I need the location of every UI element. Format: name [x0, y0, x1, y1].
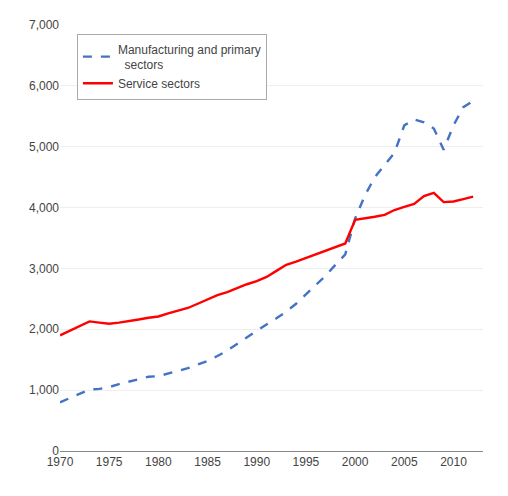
svg-text:1,000: 1,000	[29, 383, 59, 397]
svg-text:3,000: 3,000	[29, 262, 59, 276]
svg-text:1995: 1995	[293, 455, 320, 469]
svg-text:Service sectors: Service sectors	[118, 77, 200, 91]
svg-text:6,000: 6,000	[29, 79, 59, 93]
svg-text:5,000: 5,000	[29, 140, 59, 154]
svg-text:Manufacturing and primary sec: Manufacturing and primary sectors	[118, 43, 261, 73]
svg-text:2000: 2000	[342, 455, 369, 469]
svg-text:2,000: 2,000	[29, 322, 59, 336]
svg-text:4,000: 4,000	[29, 201, 59, 215]
svg-text:1970: 1970	[47, 455, 74, 469]
svg-text:2005: 2005	[391, 455, 418, 469]
svg-text:2010: 2010	[440, 455, 467, 469]
svg-text:1985: 1985	[194, 455, 221, 469]
svg-text:0: 0	[52, 444, 59, 458]
svg-text:7,000: 7,000	[29, 18, 59, 32]
svg-text:1990: 1990	[243, 455, 270, 469]
svg-text:1975: 1975	[96, 455, 123, 469]
svg-text:1980: 1980	[145, 455, 172, 469]
